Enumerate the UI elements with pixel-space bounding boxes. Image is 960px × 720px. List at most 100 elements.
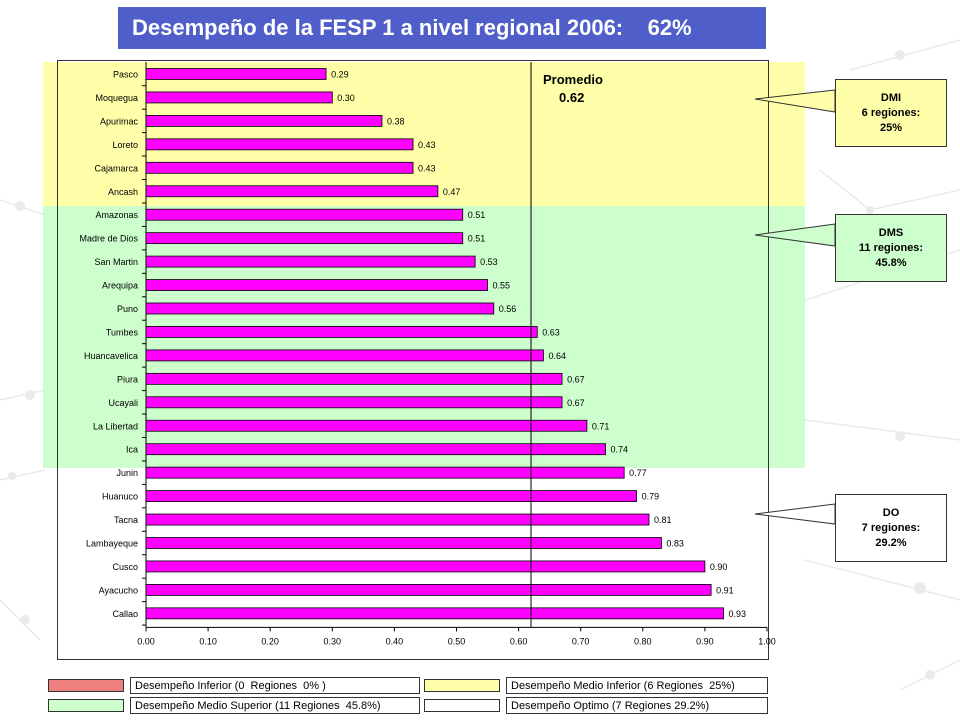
category-label-8: San Martin [94, 257, 138, 267]
bar-14 [145, 396, 563, 409]
value-label-23: 0.93 [729, 609, 747, 619]
value-label-20: 0.83 [666, 539, 684, 549]
bar-23 [145, 607, 724, 620]
value-label-0: 0.29 [331, 70, 349, 80]
value-label-14: 0.67 [567, 398, 585, 408]
callout-do-line-2: 7 regiones: [861, 521, 921, 534]
bar-7 [145, 232, 464, 245]
callout-dms-line-1: DMS [878, 226, 904, 239]
legend-swatch-inferior [48, 679, 124, 692]
value-label-9: 0.55 [493, 281, 511, 291]
category-label-7: Madre de Dios [79, 234, 138, 244]
value-label-22: 0.91 [716, 585, 734, 595]
value-label-1: 0.30 [337, 93, 355, 103]
legend-item-inferior: Desempeño Inferior (0 Regiones 0% ) [48, 677, 420, 694]
x-tick-label-6: 0.60 [510, 636, 528, 646]
category-label-15: La Libertad [93, 421, 138, 431]
x-tick-label-10: 1.00 [758, 636, 776, 646]
bar-18 [145, 490, 637, 503]
value-label-11: 0.63 [542, 327, 560, 337]
legend-label-medio-superior: Desempeño Medio Superior (11 Regiones 45… [130, 697, 420, 714]
category-label-18: Huanuco [102, 492, 138, 502]
category-label-11: Tumbes [106, 327, 139, 337]
legend-label-medio-inferior: Desempeño Medio Inferior (6 Regiones 25%… [506, 677, 768, 694]
callout-dmi-line-2: 6 regiones: [861, 106, 921, 119]
category-label-20: Lambayeque [86, 539, 138, 549]
bar-15 [145, 419, 588, 432]
value-label-15: 0.71 [592, 421, 610, 431]
callout-dms: DMS 11 regiones: 45.8% [835, 214, 947, 282]
bar-1 [145, 91, 333, 104]
value-label-17: 0.77 [629, 468, 647, 478]
band-medio-inferior [43, 62, 805, 206]
promedio-value: 0.62 [559, 90, 584, 105]
value-label-13: 0.67 [567, 374, 585, 384]
bar-8 [145, 255, 476, 268]
x-tick-label-1: 0.10 [199, 636, 217, 646]
value-label-5: 0.47 [443, 187, 461, 197]
category-label-9: Arequipa [102, 281, 138, 291]
category-label-21: Cusco [112, 562, 138, 572]
category-label-0: Pasco [113, 70, 138, 80]
x-tick-label-0: 0.00 [137, 636, 155, 646]
callout-do-line-1: DO [882, 506, 900, 519]
category-label-10: Puno [117, 304, 138, 314]
category-label-13: Piura [117, 374, 138, 384]
bar-19 [145, 513, 650, 526]
bar-5 [145, 185, 439, 198]
callout-dmi: DMI 6 regiones: 25% [835, 79, 947, 147]
x-tick-label-9: 0.90 [696, 636, 714, 646]
category-label-2: Apurimac [100, 116, 139, 126]
x-tick-label-8: 0.80 [634, 636, 652, 646]
legend-swatch-medio-inferior [424, 679, 500, 692]
legend-item-medio-superior: Desempeño Medio Superior (11 Regiones 45… [48, 697, 420, 714]
bar-11 [145, 326, 538, 338]
value-label-7: 0.51 [468, 234, 486, 244]
bar-4 [145, 161, 414, 174]
chart-frame [57, 60, 769, 660]
value-label-4: 0.43 [418, 163, 436, 173]
value-label-12: 0.64 [548, 351, 566, 361]
value-label-19: 0.81 [654, 515, 672, 525]
category-label-5: Ancash [108, 187, 138, 197]
legend-swatch-medio-superior [48, 699, 124, 712]
bar-13 [145, 372, 563, 385]
bar-22 [145, 584, 712, 596]
legend-label-optimo: Desempeño Optimo (7 Regiones 29.2%) [506, 697, 768, 714]
value-label-21: 0.90 [710, 562, 728, 572]
category-label-14: Ucayali [108, 398, 138, 408]
callout-dms-line-2: 11 regiones: [858, 241, 924, 254]
value-label-8: 0.53 [480, 257, 498, 267]
category-label-23: Callao [112, 609, 138, 619]
x-tick-label-4: 0.40 [386, 636, 404, 646]
bar-16 [145, 443, 606, 456]
x-tick-label-5: 0.50 [448, 636, 466, 646]
category-label-1: Moquegua [95, 93, 138, 103]
x-tick-label-3: 0.30 [324, 636, 342, 646]
bar-3 [145, 138, 414, 151]
value-label-16: 0.74 [611, 445, 629, 455]
value-label-10: 0.56 [499, 304, 517, 314]
bar-12 [145, 349, 544, 362]
legend-label-inferior: Desempeño Inferior (0 Regiones 0% ) [130, 677, 420, 694]
bar-2 [145, 115, 383, 127]
bar-9 [145, 279, 488, 291]
bar-17 [145, 466, 625, 479]
legend-item-medio-inferior: Desempeño Medio Inferior (6 Regiones 25%… [424, 677, 768, 694]
bar-21 [145, 560, 706, 573]
callout-do-line-3: 29.2% [875, 536, 907, 549]
callout-dmi-line-3: 25% [879, 121, 903, 134]
x-tick-label-2: 0.20 [261, 636, 279, 646]
page-title: Desempeño de la FESP 1 a nivel regional … [118, 7, 766, 49]
category-label-4: Cajamarca [94, 163, 138, 173]
callout-do: DO 7 regiones: 29.2% [835, 494, 947, 562]
value-label-18: 0.79 [642, 492, 660, 502]
category-label-22: Ayacucho [99, 585, 138, 595]
category-label-16: Ica [126, 445, 138, 455]
category-label-12: Huancavelica [84, 351, 138, 361]
category-label-19: Tacna [114, 515, 138, 525]
legend-item-optimo: Desempeño Optimo (7 Regiones 29.2%) [424, 697, 768, 714]
value-label-6: 0.51 [468, 210, 486, 220]
bar-0 [145, 68, 327, 80]
